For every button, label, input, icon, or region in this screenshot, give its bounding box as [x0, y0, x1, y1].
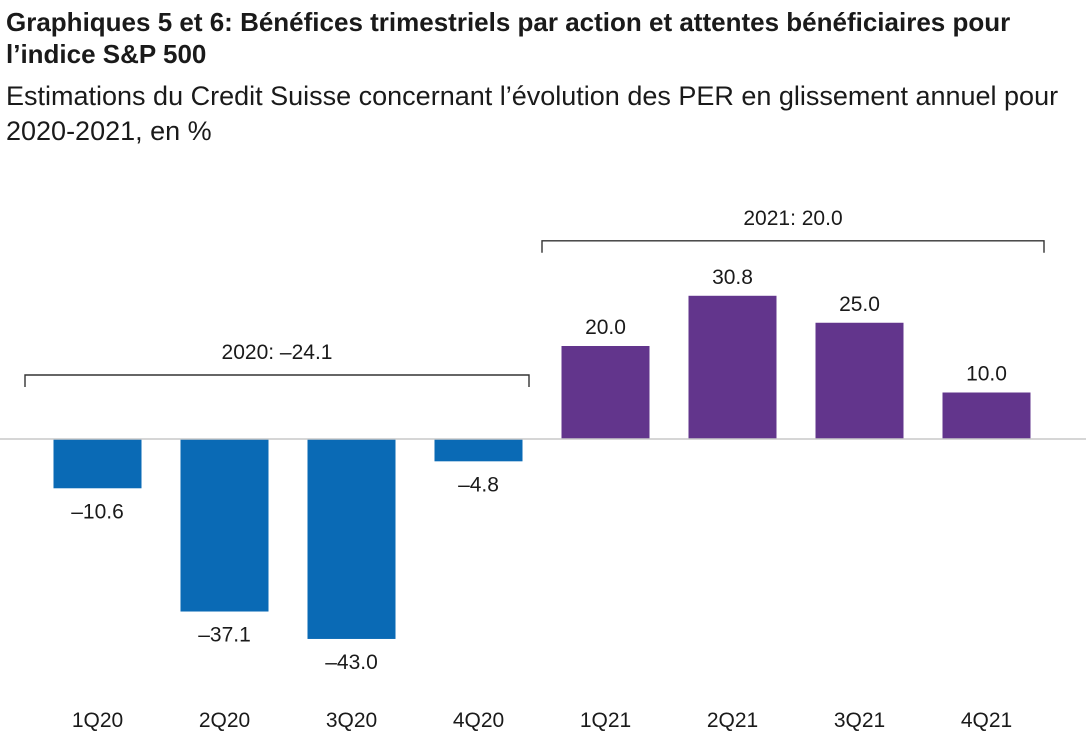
tick-label-1Q21: 1Q21	[580, 709, 631, 732]
bar-2Q21	[688, 295, 777, 439]
bar-1Q21	[561, 346, 650, 439]
bar-4Q20	[434, 439, 523, 462]
value-label-3Q20: –43.0	[325, 651, 378, 674]
annotation-brackets: 2020: –24.1 2021: 20.0	[24, 207, 1045, 387]
chart-title: Graphiques 5 et 6: Bénéfices trimestriel…	[6, 7, 1011, 69]
bar-1Q20	[53, 439, 142, 489]
bar-3Q21	[815, 322, 904, 439]
tick-label-4Q20: 4Q20	[453, 709, 504, 732]
bracket-1	[24, 374, 530, 387]
value-label-1Q21: 20.0	[585, 316, 626, 339]
tick-label-4Q21: 4Q21	[961, 709, 1012, 732]
value-label-4Q20: –4.8	[458, 473, 499, 496]
bar-4Q21	[942, 392, 1031, 439]
value-labels-group: –10.6 –37.1 –43.0 –4.8 20.0 30.8 25.0 10.0	[71, 266, 1007, 674]
bracket-label-2: 2021: 20.0	[743, 207, 842, 230]
tick-label-2Q21: 2Q21	[707, 709, 758, 732]
tick-label-3Q21: 3Q21	[834, 709, 885, 732]
value-label-3Q21: 25.0	[839, 293, 880, 316]
tick-label-3Q20: 3Q20	[326, 709, 377, 732]
bracket-2	[541, 240, 1045, 253]
tick-label-1Q20: 1Q20	[72, 709, 123, 732]
value-label-2Q20: –37.1	[198, 624, 251, 647]
bars-group	[53, 295, 1031, 639]
value-label-2Q21: 30.8	[712, 266, 753, 289]
category-tick-labels: 1Q20 2Q20 3Q20 4Q20 1Q21 2Q21 3Q21 4Q21	[72, 709, 1012, 732]
value-label-1Q20: –10.6	[71, 500, 124, 523]
chart-subtitle: Estimations du Credit Suisse concernant …	[6, 81, 1059, 146]
bar-3Q20	[307, 439, 396, 639]
bar-2Q20	[180, 439, 269, 612]
tick-label-2Q20: 2Q20	[199, 709, 250, 732]
bracket-label-1: 2020: –24.1	[222, 341, 333, 364]
value-label-4Q21: 10.0	[966, 363, 1007, 386]
